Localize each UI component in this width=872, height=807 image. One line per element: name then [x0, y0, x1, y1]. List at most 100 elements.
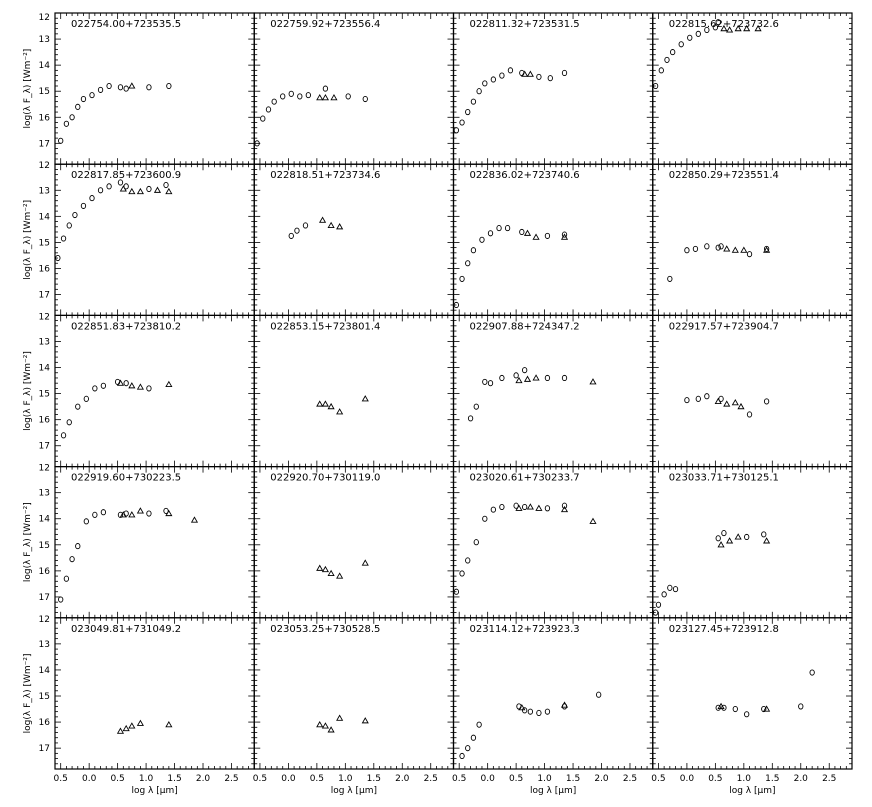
x-axis-label: log λ [μm] — [530, 786, 576, 796]
x-tick-label: 0.5 — [54, 774, 68, 784]
data-point-triangle — [330, 94, 338, 101]
data-point-circle — [544, 232, 551, 239]
data-point-triangle — [726, 537, 734, 544]
data-point-triangle — [321, 94, 329, 101]
data-point-triangle — [526, 503, 534, 510]
data-point-circle — [490, 76, 496, 83]
x-tick-label: 2.0 — [395, 774, 410, 784]
data-point-circle — [83, 518, 89, 525]
x-tick-label: 1.0 — [537, 774, 552, 784]
data-point-circle — [288, 232, 294, 239]
data-point-circle — [123, 380, 129, 387]
panel-title: 022851.83+723810.2 — [71, 321, 181, 332]
panel-title: 022759.92+723556.4 — [270, 19, 380, 30]
y-axis-label: log(λ F_λ) [Wm⁻²] — [23, 653, 33, 733]
data-point-circle — [687, 34, 693, 41]
data-point-circle — [459, 570, 465, 577]
data-point-circle — [66, 419, 72, 426]
data-point-circle — [100, 382, 107, 389]
data-point-circle — [75, 543, 81, 550]
y-tick-label: 17 — [39, 744, 50, 754]
data-point-circle — [746, 411, 753, 418]
data-point-circle — [507, 67, 514, 74]
data-point-circle — [117, 179, 124, 186]
data-point-circle — [453, 588, 459, 595]
data-point-circle — [704, 393, 710, 400]
y-tick-label: 13 — [39, 489, 50, 499]
data-point-triangle — [535, 504, 543, 511]
x-tick-label: 0.0 — [281, 774, 296, 784]
x-axis-label: log λ [μm] — [729, 786, 775, 796]
panel-frame — [652, 12, 853, 165]
panel-frame — [652, 466, 853, 619]
data-point-circle — [667, 584, 673, 591]
data-point-circle — [72, 211, 78, 219]
data-point-circle — [163, 182, 169, 189]
y-tick-label: 17 — [39, 291, 50, 301]
data-point-triangle — [717, 541, 725, 548]
data-point-circle — [744, 711, 750, 718]
data-point-circle — [459, 275, 465, 282]
sed-panel: 022917.57+723904.7 — [652, 314, 853, 468]
x-tick-label: 2.0 — [196, 774, 211, 784]
data-point-circle — [117, 84, 124, 91]
x-tick-label: 2.0 — [794, 774, 809, 784]
data-point-circle — [561, 231, 568, 238]
data-point-circle — [482, 515, 488, 522]
y-tick-label: 13 — [39, 186, 50, 196]
data-point-circle — [476, 721, 482, 728]
data-point-triangle — [136, 719, 144, 726]
x-tick-label: 2.5 — [224, 774, 238, 784]
data-point-circle — [655, 601, 662, 608]
data-point-circle — [75, 103, 81, 110]
data-point-triangle — [754, 24, 762, 32]
sed-panel: 022836.02+723740.6 — [452, 163, 654, 316]
data-point-triangle — [763, 246, 771, 253]
data-point-circle — [58, 596, 64, 603]
data-point-triangle — [723, 400, 731, 407]
y-axis-label: log(λ F_λ) [Wm⁻²] — [23, 502, 33, 582]
data-point-triangle — [714, 397, 722, 404]
panel-frame — [652, 617, 853, 770]
y-tick-label: 12 — [39, 161, 50, 171]
x-tick-label: 0.5 — [452, 774, 466, 784]
x-tick-label: 2.5 — [623, 774, 637, 784]
data-point-triangle — [318, 216, 327, 223]
data-point-circle — [522, 367, 528, 374]
x-tick-label: 0.5 — [253, 774, 267, 784]
data-point-circle — [146, 510, 152, 517]
y-tick-label: 16 — [39, 113, 51, 123]
data-point-circle — [280, 93, 286, 100]
data-point-circle — [763, 398, 770, 405]
data-point-circle — [499, 374, 505, 382]
data-point-triangle — [128, 722, 136, 729]
panel-title: 022850.29+723551.4 — [669, 170, 779, 181]
data-point-circle — [544, 374, 551, 382]
data-point-circle — [146, 385, 152, 392]
panel-frame — [452, 466, 654, 619]
panel-title: 022817.85+723600.9 — [71, 170, 181, 181]
data-point-triangle — [128, 511, 136, 518]
data-point-triangle — [726, 26, 734, 33]
data-point-circle — [499, 503, 505, 511]
data-point-circle — [652, 82, 659, 90]
data-point-circle — [490, 506, 496, 513]
data-point-circle — [761, 705, 767, 713]
data-point-circle — [596, 691, 602, 698]
data-point-circle — [55, 254, 61, 262]
data-point-circle — [684, 397, 690, 404]
data-point-circle — [69, 114, 75, 121]
data-point-circle — [322, 85, 329, 92]
panel-frame — [652, 163, 853, 316]
data-point-circle — [75, 403, 81, 410]
x-tick-label: 1.0 — [737, 774, 752, 784]
y-tick-label: 16 — [39, 416, 51, 426]
data-point-circle — [561, 374, 568, 382]
data-point-circle — [692, 245, 699, 252]
x-tick-label: 1.5 — [367, 774, 381, 784]
panel-title: 023114.12+723923.3 — [470, 624, 580, 635]
y-axis-label: log(λ F_λ) [Wm⁻²] — [23, 351, 33, 431]
panel-frame — [652, 314, 853, 468]
y-axis-labels: 12 13 14 15 16 17 log(λ F_λ) [Wm⁻²] 12 13 14 15 16 1… — [23, 13, 50, 754]
data-point-circle — [522, 707, 528, 714]
